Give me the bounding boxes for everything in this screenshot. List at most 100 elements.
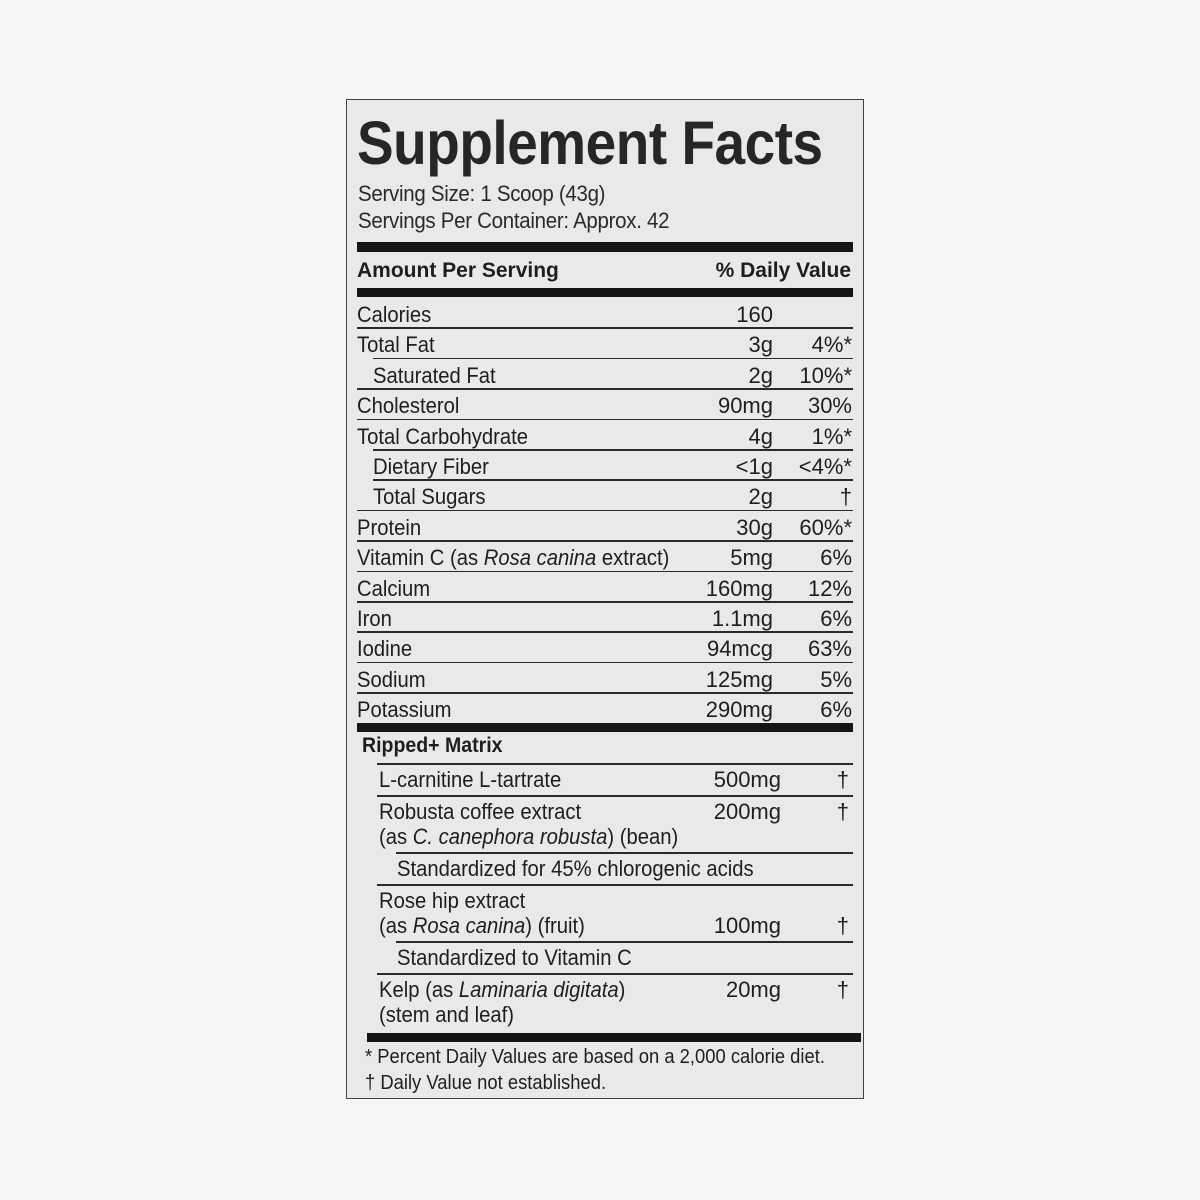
nutrient-amount: <1g bbox=[735, 454, 773, 479]
ingredient-amount: 100mg bbox=[713, 913, 781, 938]
label-text: Dietary Fiber bbox=[373, 454, 489, 479]
label-text: Standardized to Vitamin C bbox=[397, 945, 632, 970]
nutrient-amount: 3g bbox=[748, 332, 773, 358]
nutrient-name: Iodine bbox=[357, 635, 412, 662]
row-divider bbox=[373, 357, 853, 360]
thick-divider bbox=[357, 288, 853, 297]
label-text: Sodium bbox=[357, 666, 426, 692]
row-divider bbox=[377, 884, 853, 886]
nutrient-name: Vitamin C (as Rosa canina extract) bbox=[357, 544, 669, 571]
nutrient-name: Calories bbox=[357, 301, 431, 328]
row-divider bbox=[357, 601, 853, 603]
latin-name: Rosa canina bbox=[412, 913, 526, 938]
serving-size: Serving Size: 1 Scoop (43g) bbox=[358, 181, 606, 206]
label-text: Rose hip extract bbox=[379, 888, 526, 913]
ingredient-name: (stem and leaf) bbox=[379, 1001, 514, 1028]
nutrient-daily-value: 60%* bbox=[799, 514, 852, 540]
nutrient-row: Sodium 125mg 5% bbox=[357, 661, 853, 693]
nutrient-amount: 5mg bbox=[730, 545, 773, 571]
nutrient-amount: 4g bbox=[748, 423, 773, 449]
nutrient-name: Total Carbohydrate bbox=[357, 423, 528, 450]
matrix-row: Rose hip extract (as Rosa canina) (fruit)… bbox=[357, 884, 853, 941]
row-divider bbox=[357, 388, 853, 390]
label-text: Total Fat bbox=[357, 332, 435, 358]
nutrient-name: Sodium bbox=[357, 666, 426, 693]
matrix-row: Kelp (as Laminaria digitata) (stem and le… bbox=[357, 973, 853, 1030]
nutrient-name: Calcium bbox=[357, 575, 430, 602]
thick-divider bbox=[357, 723, 853, 732]
nutrient-row: Total Sugars 2g † bbox=[357, 479, 853, 509]
nutrient-row: Calcium 160mg 12% bbox=[357, 570, 853, 602]
column-header: Amount Per Serving % Daily Value bbox=[357, 256, 851, 286]
matrix-row: Standardized to Vitamin C bbox=[357, 941, 853, 973]
nutrient-amount: 290mg bbox=[705, 697, 773, 723]
ingredient-name: Robusta coffee extract bbox=[379, 798, 581, 825]
label-text: Calories bbox=[357, 302, 432, 327]
nutrient-row: Calories 160 bbox=[357, 297, 853, 327]
nutrient-amount: 160 bbox=[736, 302, 773, 327]
label-text: ) bbox=[618, 977, 626, 1002]
ingredient-name: (as Rosa canina) (fruit) bbox=[379, 912, 585, 939]
ingredient-daily-value: † bbox=[836, 767, 849, 792]
nutrient-amount: 94mcg bbox=[706, 636, 773, 662]
nutrient-daily-value: 4%* bbox=[811, 332, 852, 358]
label-text: (stem and leaf) bbox=[379, 1002, 514, 1027]
ingredient-daily-value: † bbox=[836, 913, 849, 938]
ingredient-amount: 200mg bbox=[713, 799, 781, 824]
ingredient-name: (as C. canephora robusta) (bean) bbox=[379, 823, 678, 850]
latin-name: Laminaria digitata bbox=[458, 977, 619, 1002]
nutrient-name: Total Fat bbox=[357, 331, 435, 358]
row-divider bbox=[357, 631, 853, 633]
nutrient-name: Saturated Fat bbox=[373, 362, 496, 389]
ingredient-name: Standardized to Vitamin C bbox=[397, 944, 632, 971]
servings-per-container: Servings Per Container: Approx. 42 bbox=[358, 208, 670, 233]
row-divider bbox=[357, 327, 853, 329]
row-divider bbox=[377, 973, 853, 975]
nutrient-daily-value: <4%* bbox=[798, 454, 852, 479]
nutrient-name: Dietary Fiber bbox=[373, 453, 489, 480]
footnote-percent-dv: * Percent Daily Values are based on a 2,… bbox=[365, 1046, 825, 1068]
label-text: Protein bbox=[357, 514, 422, 540]
label-text: Saturated Fat bbox=[373, 362, 496, 388]
nutrient-amount: 125mg bbox=[705, 666, 773, 692]
row-divider bbox=[357, 570, 853, 573]
ingredient-amount: 500mg bbox=[713, 767, 781, 792]
nutrient-amount: 2g bbox=[748, 362, 773, 388]
amount-per-serving-header: Amount Per Serving bbox=[357, 259, 559, 282]
nutrient-row: Vitamin C (as Rosa canina extract) 5mg 6% bbox=[357, 540, 853, 570]
nutrient-amount: 160mg bbox=[705, 575, 773, 601]
label-text: Standardized for 45% chlorogenic acids bbox=[397, 856, 754, 881]
label-text: Iodine bbox=[357, 636, 413, 662]
nutrient-name: Total Sugars bbox=[373, 483, 486, 510]
nutrient-daily-value: 12% bbox=[807, 575, 852, 601]
nutrient-daily-value: 10%* bbox=[799, 362, 852, 388]
ingredient-name: Kelp (as Laminaria digitata) bbox=[379, 976, 625, 1003]
nutrient-amount: 1.1mg bbox=[711, 606, 773, 631]
nutrient-daily-value: 63% bbox=[807, 636, 852, 662]
latin-name: C. canephora robusta bbox=[412, 824, 608, 849]
label-text: Total Sugars bbox=[373, 484, 486, 510]
label-text: (as bbox=[379, 913, 413, 938]
nutrient-daily-value: 1%* bbox=[811, 423, 852, 449]
row-divider bbox=[396, 941, 853, 943]
row-divider bbox=[357, 692, 853, 694]
nutrient-row: Saturated Fat 2g 10%* bbox=[357, 357, 853, 389]
nutrient-daily-value: † bbox=[839, 484, 852, 510]
nutrient-amount: 90mg bbox=[717, 393, 773, 419]
nutrient-daily-value: 30% bbox=[807, 393, 852, 419]
label-text: Vitamin C (as bbox=[357, 545, 484, 571]
nutrient-name: Potassium bbox=[357, 696, 452, 723]
ingredient-daily-value: † bbox=[836, 977, 849, 1002]
row-divider bbox=[377, 795, 853, 797]
nutrient-row: Cholesterol 90mg 30% bbox=[357, 388, 853, 418]
nutrient-row: Dietary Fiber <1g <4%* bbox=[357, 449, 853, 479]
nutrient-daily-value: 6% bbox=[820, 606, 852, 631]
nutrient-name: Iron bbox=[357, 605, 392, 632]
nutrient-row: Iron 1.1mg 6% bbox=[357, 601, 853, 631]
label-text: ) (bean) bbox=[607, 824, 679, 849]
label-title: Supplement Facts bbox=[357, 109, 823, 177]
supplement-facts-label: Supplement Facts Serving Size: 1 Scoop (… bbox=[346, 99, 864, 1099]
label-text: extract) bbox=[596, 545, 670, 571]
daily-value-header: % Daily Value bbox=[715, 259, 851, 282]
row-divider bbox=[373, 449, 853, 451]
